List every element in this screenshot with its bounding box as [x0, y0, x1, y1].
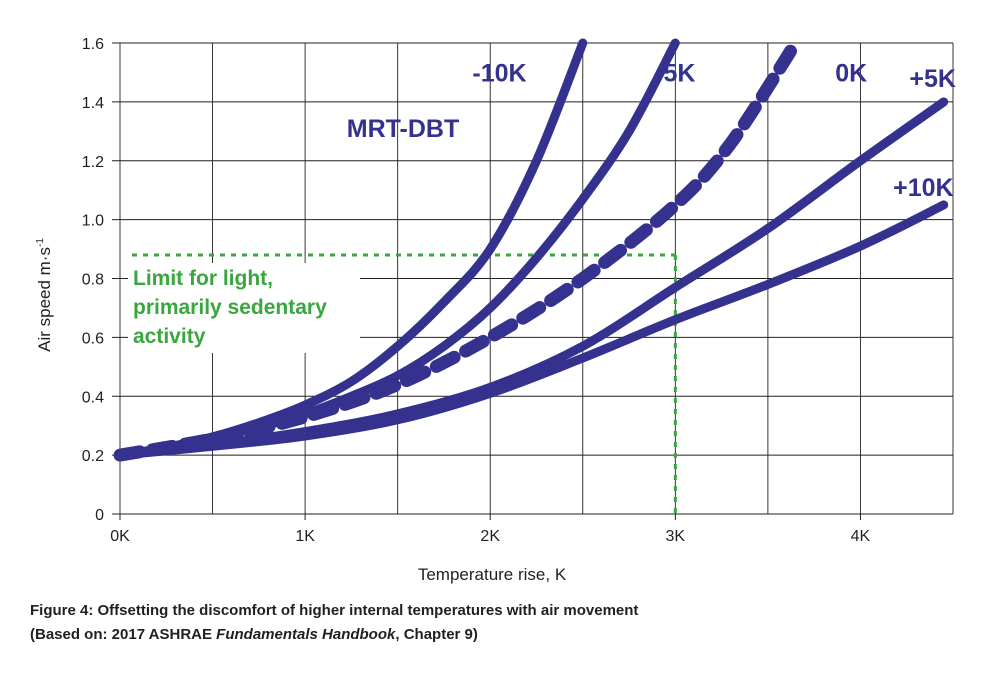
y-tick-label: 0.8 [82, 272, 104, 289]
y-tick-label: 0.2 [82, 448, 104, 465]
x-tick-label: 1K [295, 528, 315, 545]
limit-label-background [128, 263, 360, 353]
y-tick-label: 0.6 [82, 330, 104, 347]
x-tick-label: 2K [480, 528, 500, 545]
caption-suffix: , Chapter 9) [395, 626, 478, 643]
caption-prefix: (Based on: 2017 ASHRAE [30, 626, 217, 643]
y-tick-label: 0 [95, 507, 104, 524]
y-axis-label-group: Air speed m·s-1 [35, 238, 54, 352]
y-tick-label: 1.0 [82, 213, 104, 230]
y-tick-label: 1.4 [82, 95, 104, 112]
x-tick-label: 4K [851, 528, 871, 545]
tick-labels: 0 0.2 0.4 0.6 0.8 1.0 1.2 1.4 1.6 0K 1K 2K 3K 4K [82, 36, 871, 545]
x-axis-label: Temperature rise, K [418, 565, 567, 584]
limit-label-line-3: activity [133, 325, 206, 348]
x-tick-label: 0K [110, 528, 130, 545]
figure-caption-line-2: (Based on: 2017 ASHRAE Fundamentals Hand… [30, 626, 478, 643]
chart: 00.20.40.60.81.01.21.41.60K 1K 2K 3K 4K -10K… [35, 36, 956, 584]
y-axis-label: Air speed m·s-1 [35, 238, 54, 352]
group-label: MRT-DBT [347, 115, 459, 143]
limit-label: Limit for light, primarily sedentary act… [128, 263, 360, 353]
y-tick-label: 1.2 [82, 154, 104, 171]
y-tick-label: 0.4 [82, 389, 104, 406]
series-label: -10K [472, 59, 526, 87]
limit-label-line-1: Limit for light, [133, 267, 273, 290]
series-labels: -10K -5K 0K +5K +10K [472, 59, 956, 202]
y-axis-label-text: Air speed m·s [35, 247, 54, 352]
series-label: 0K [835, 59, 867, 87]
y-tick-label: 1.6 [82, 36, 104, 53]
limit-line [132, 253, 677, 514]
series-label: +10K [893, 174, 953, 202]
x-tick-label: 3K [666, 528, 686, 545]
series-label: +5K [909, 65, 956, 93]
series-label: -5K [655, 59, 695, 87]
caption-italic: Fundamentals Handbook [216, 626, 396, 643]
figure-caption-line-1: Figure 4: Offsetting the discomfort of h… [30, 602, 639, 619]
limit-label-line-2: primarily sedentary [133, 296, 327, 319]
series-line-10k [115, 200, 949, 460]
y-axis-label-superscript: -1 [35, 238, 46, 247]
series-line-0k [113, 36, 803, 462]
series-group [113, 36, 949, 462]
